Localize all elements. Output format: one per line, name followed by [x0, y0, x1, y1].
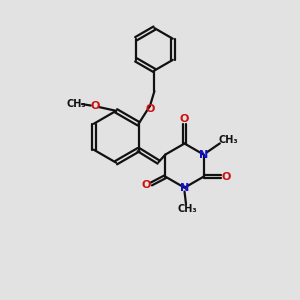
Text: O: O	[90, 100, 100, 110]
Text: N: N	[199, 150, 208, 160]
Text: O: O	[145, 104, 155, 114]
Text: O: O	[221, 172, 231, 182]
Text: CH₃: CH₃	[218, 135, 238, 146]
Text: CH₃: CH₃	[67, 99, 86, 109]
Text: CH₃: CH₃	[178, 204, 197, 214]
Text: O: O	[142, 181, 151, 190]
Text: N: N	[180, 183, 189, 193]
Text: O: O	[180, 114, 189, 124]
